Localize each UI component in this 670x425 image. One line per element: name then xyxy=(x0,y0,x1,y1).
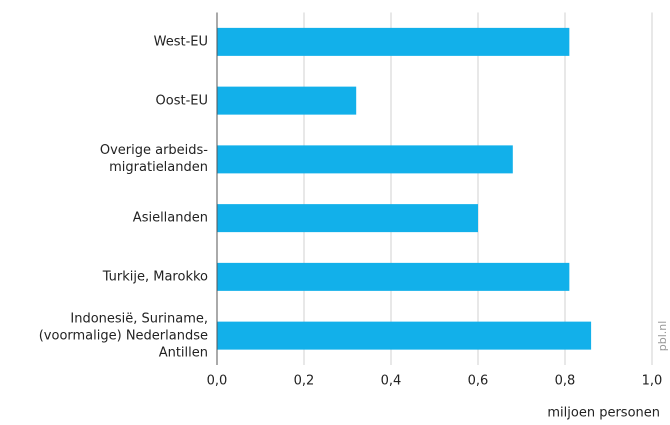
y-tick-label: Overige arbeids- migratielanden xyxy=(99,143,208,176)
y-tick-label: Asiellanden xyxy=(132,210,208,226)
y-tick-label: Turkije, Marokko xyxy=(102,269,208,285)
x-tick-label: 0,6 xyxy=(468,374,489,389)
bar xyxy=(217,321,592,350)
bar xyxy=(217,204,478,233)
y-tick-label: Oost-EU xyxy=(155,93,208,109)
bar xyxy=(217,86,357,115)
x-tick-label: 0,4 xyxy=(381,374,402,389)
x-tick-label: 0,2 xyxy=(294,374,315,389)
bar xyxy=(217,262,570,291)
x-axis-label: miljoen personen xyxy=(547,406,660,421)
bar xyxy=(217,27,570,56)
x-tick-label: 1,0 xyxy=(642,374,663,389)
y-tick-label: Indonesië, Suriname, (voormalige) Nederl… xyxy=(38,311,208,361)
x-tick-label: 0,8 xyxy=(555,374,576,389)
source-watermark: pbl.nl xyxy=(656,321,669,352)
y-tick-label: West-EU xyxy=(153,34,208,50)
x-tick-label: 0,0 xyxy=(207,374,228,389)
bar xyxy=(217,145,513,174)
